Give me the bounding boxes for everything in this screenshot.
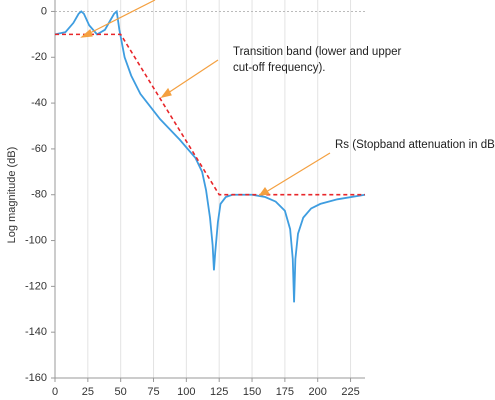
y-tick-label: -20	[31, 51, 47, 63]
arrow-line	[167, 59, 219, 94]
x-tick-label: 125	[210, 386, 228, 398]
x-tick-label: 25	[82, 386, 94, 398]
x-tick-label: 200	[309, 386, 327, 398]
y-tick-label: -120	[25, 280, 47, 292]
arrowhead	[80, 28, 93, 38]
arrows	[80, 0, 331, 196]
arrow-line	[265, 152, 331, 193]
arrowhead	[160, 87, 172, 98]
y-tick-label: -60	[31, 143, 47, 155]
y-axis-label: Log magnitude (dB)	[6, 147, 18, 244]
annotation: Rs (Stopband attenuation in dB)	[335, 139, 495, 151]
x-tick-label: 175	[276, 386, 294, 398]
x-tick-label: 100	[177, 386, 195, 398]
y-tick-label: -160	[25, 372, 47, 384]
arrowhead	[258, 186, 271, 196]
y-tick-label: 0	[41, 5, 47, 17]
x-tick-label: 225	[341, 386, 359, 398]
arrow-line	[87, 0, 156, 35]
x-tick-label: 150	[243, 386, 261, 398]
x-tick-label: 50	[115, 386, 127, 398]
y-tick-label: -40	[31, 97, 47, 109]
y-tick-label: -100	[25, 234, 47, 246]
y-tick-label: -80	[31, 189, 47, 201]
x-tick-label: 0	[52, 386, 58, 398]
annotation: Transition band (lower and upper	[233, 46, 402, 58]
spec-line	[55, 33, 365, 196]
x-tick-label: 75	[147, 386, 159, 398]
annotation: cut-off frequency).	[233, 62, 325, 74]
y-tick-label: -140	[25, 326, 47, 338]
